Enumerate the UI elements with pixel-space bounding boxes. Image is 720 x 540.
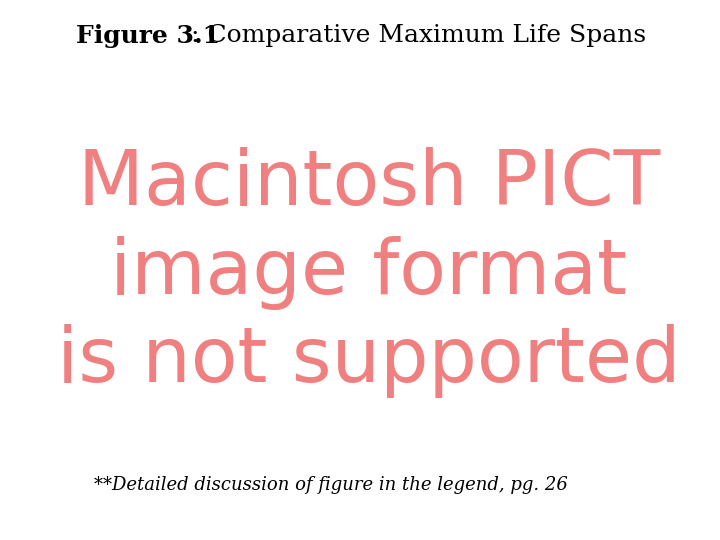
Text: **Detailed discussion of figure in the legend, pg. 26: **Detailed discussion of figure in the l…	[94, 476, 567, 494]
Text: Macintosh PICT
image format
is not supported: Macintosh PICT image format is not suppo…	[57, 147, 681, 398]
Text: Figure 3.1: Figure 3.1	[76, 24, 220, 48]
Text: : Comparative Maximum Life Spans: : Comparative Maximum Life Spans	[191, 24, 646, 48]
